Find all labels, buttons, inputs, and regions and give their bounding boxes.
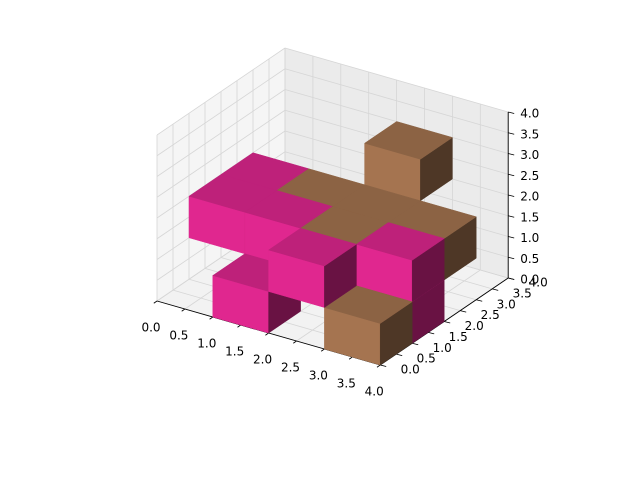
y-axis-tick xyxy=(396,353,403,357)
x-axis-tick xyxy=(293,340,297,344)
voxel-pink xyxy=(355,222,445,303)
grid-line-z xyxy=(284,47,509,113)
z-axis-tick xyxy=(508,215,515,218)
y-tick-label: 2.5 xyxy=(481,308,500,322)
y-tick-label: 1.5 xyxy=(449,330,468,344)
grid-line-z xyxy=(156,68,286,157)
y-axis-tick xyxy=(476,299,483,302)
z-axis-tick xyxy=(508,277,515,280)
y-axis-tick xyxy=(460,310,467,313)
x-tick-label: 1.5 xyxy=(225,345,244,359)
y-axis-tick xyxy=(492,288,499,291)
z-axis-tick xyxy=(508,194,515,197)
x-axis-tick xyxy=(209,316,214,320)
x-tick-label: 3.5 xyxy=(337,377,356,391)
y-tick-label: 2.0 xyxy=(465,319,484,333)
x-tick-label: 0.5 xyxy=(169,329,188,343)
y-tick-label: 3.5 xyxy=(513,286,532,300)
z-tick-label: 3.5 xyxy=(520,127,539,141)
z-tick-label: 0.5 xyxy=(520,252,539,266)
y-tick-label: 1.0 xyxy=(433,341,452,355)
y-tick-label: 3.0 xyxy=(497,297,516,311)
z-axis-tick xyxy=(508,173,515,177)
voxel-brown xyxy=(364,121,453,202)
tick-labels: 0.00.51.01.52.02.53.03.54.00.00.51.01.52… xyxy=(141,107,547,399)
voxel-pink xyxy=(268,227,357,308)
z-axis-tick xyxy=(508,132,515,135)
z-tick-label: 4.0 xyxy=(520,107,539,121)
y-tick-label: 0.0 xyxy=(401,363,420,377)
z-tick-label: 3.0 xyxy=(520,148,539,162)
y-tick-label: 0.5 xyxy=(417,352,436,366)
grid-line-z xyxy=(156,109,286,198)
z-tick-label: 1.0 xyxy=(520,231,539,245)
voxel-top-face xyxy=(355,222,445,261)
grid-line-z xyxy=(284,68,509,134)
y-axis-tick xyxy=(412,342,419,346)
x-axis-tick xyxy=(237,324,241,328)
y-axis-tick xyxy=(428,331,435,335)
x-axis-tick xyxy=(348,356,353,360)
x-tick-label: 1.0 xyxy=(197,337,216,351)
x-axis-tick xyxy=(320,348,325,352)
y-tick-label: 4.0 xyxy=(529,276,548,290)
y-axis-tick xyxy=(444,321,451,324)
x-tick-label: 2.5 xyxy=(281,361,300,375)
voxel-brown xyxy=(323,285,413,366)
z-axis-tick xyxy=(508,153,515,156)
x-axis-tick xyxy=(153,300,158,304)
z-axis-tick xyxy=(508,236,515,239)
z-tick-label: 2.0 xyxy=(520,190,539,204)
x-axis-tick xyxy=(376,364,381,368)
x-tick-label: 3.0 xyxy=(309,369,328,383)
y-axis-tick xyxy=(380,364,387,367)
z-axis-tick xyxy=(508,111,515,114)
x-tick-label: 4.0 xyxy=(365,385,384,399)
z-tick-label: 1.5 xyxy=(520,210,539,224)
grid-line-z xyxy=(156,47,286,136)
x-axis-tick xyxy=(181,308,186,312)
x-tick-label: 2.0 xyxy=(253,353,272,367)
voxel-top-face xyxy=(364,121,453,160)
x-tick-label: 0.0 xyxy=(141,321,160,335)
voxel-top-face xyxy=(268,227,357,267)
z-axis-tick xyxy=(508,256,515,260)
voxel-series xyxy=(188,121,477,366)
x-axis-tick xyxy=(265,332,269,336)
z-tick-label: 2.5 xyxy=(520,169,539,183)
z-tick-label: 0.0 xyxy=(520,273,539,287)
grid-line-z xyxy=(156,89,286,177)
